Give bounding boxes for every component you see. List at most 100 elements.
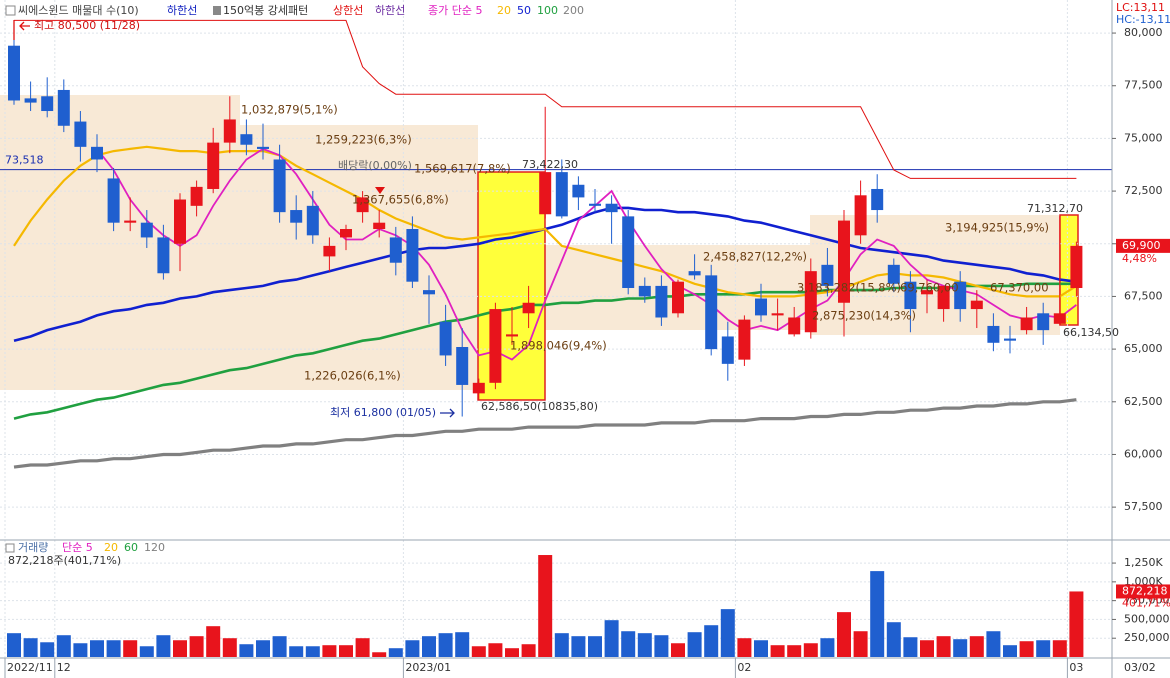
- volume-bar: [837, 612, 851, 657]
- volume-bar: [23, 638, 38, 657]
- low-marker: [440, 408, 455, 418]
- candle-body: [555, 172, 568, 217]
- current-date: 03/02: [1124, 661, 1156, 674]
- legend-entry: 단순 5: [62, 541, 93, 554]
- volume-bar: [1036, 640, 1051, 657]
- candle-body: [489, 309, 502, 383]
- reference-label: 73,518: [5, 154, 44, 167]
- annotation: 1,367,655(6,8%): [352, 193, 449, 207]
- candle-body: [356, 197, 369, 213]
- annotation: 1,898,046(9,4%): [510, 339, 607, 353]
- annotation: 71,312,70: [1027, 202, 1083, 215]
- candle-body: [605, 203, 618, 213]
- volume-bar: [173, 640, 187, 657]
- candle-body: [140, 222, 153, 238]
- candle-body: [207, 142, 220, 189]
- candle-body: [24, 98, 37, 103]
- legend-entry: 200: [563, 4, 584, 17]
- x-tick-label: 2022/11: [7, 661, 53, 674]
- indicator-line: [13, 398, 1077, 469]
- y-tick-label: 75,000: [1124, 131, 1163, 144]
- indicator-line: [96, 147, 1077, 361]
- candle-body: [838, 220, 850, 303]
- indicator-line: [13, 282, 1077, 420]
- price-badge: [1116, 238, 1170, 253]
- candle-body: [954, 281, 967, 310]
- volume-bar: [936, 636, 951, 657]
- legend-entry: 50: [517, 4, 531, 17]
- pattern-highlight: [477, 171, 546, 401]
- volume-bar: [405, 640, 420, 657]
- candle-body: [107, 178, 120, 223]
- background-zones: [0, 95, 1079, 401]
- annotation: 69,760,00: [900, 281, 959, 295]
- annotation: 1,569,617(7,8%): [414, 162, 511, 176]
- volume-bar: [787, 645, 802, 657]
- candle-body: [273, 159, 286, 213]
- annotation: 최저 61,800 (01/05): [330, 406, 436, 419]
- annotation: 3,183,282(15,8%): [797, 281, 901, 295]
- legend-icon: [5, 543, 15, 553]
- candle-body: [638, 285, 651, 297]
- y-tick-label: 65,000: [1124, 342, 1163, 355]
- candle-body: [738, 319, 751, 360]
- y-tick-label: 72,500: [1124, 184, 1163, 197]
- volume-bar: [521, 644, 536, 657]
- legend-entry: 거래량: [18, 541, 48, 554]
- candle-body: [439, 321, 452, 356]
- volume-bar: [770, 645, 785, 657]
- annotation: 73,422,30: [522, 158, 578, 171]
- candle-body: [522, 302, 535, 314]
- volume-bar: [305, 646, 320, 657]
- candle-body: [721, 336, 734, 364]
- volume-bar: [289, 646, 304, 657]
- volume-bar: [272, 636, 287, 657]
- indicator-line: [14, 19, 1077, 179]
- volume-bar: [604, 620, 619, 657]
- candle-body: [987, 325, 1000, 343]
- candle-body: [887, 264, 900, 284]
- volume-bar: [704, 625, 719, 657]
- candle-body: [804, 271, 817, 333]
- volume-bar: [505, 648, 519, 657]
- volume-bar: [388, 648, 403, 657]
- candle-body: [306, 205, 319, 236]
- candle-body: [788, 317, 801, 335]
- legend-entry: 하한선: [167, 3, 197, 17]
- volume-bar: [737, 638, 752, 657]
- candle-body: [323, 245, 336, 257]
- volume-bar: [256, 640, 270, 657]
- candle-body: [589, 203, 601, 206]
- candle-body: [688, 271, 701, 276]
- annotation: 배당락(0,00%): [338, 159, 412, 172]
- volume-bar: [969, 636, 984, 657]
- annotation: 2,875,230(14,3%): [812, 309, 916, 323]
- volume-bar: [372, 652, 387, 657]
- volume-bar: [73, 643, 88, 657]
- volume-bar: [853, 631, 868, 657]
- y-tick-label: 60,000: [1124, 447, 1163, 460]
- candle-body: [174, 199, 186, 244]
- candle-body: [970, 300, 983, 310]
- price-plot: [0, 19, 1112, 469]
- candle-body: [937, 285, 950, 310]
- y-tick-label: 57,500: [1124, 500, 1163, 513]
- volume-profile-zone: [0, 95, 240, 390]
- candle-body: [854, 195, 867, 236]
- candle-body: [705, 275, 718, 350]
- candle-body: [223, 119, 236, 143]
- volume-bar: [438, 633, 453, 657]
- volume-bar: [422, 636, 436, 657]
- current-volume: 872,218: [1122, 584, 1168, 597]
- volume-bar: [139, 646, 154, 657]
- legend-entry: 상한선: [333, 4, 363, 17]
- legend-entry: 하한선: [375, 3, 405, 17]
- volume-bar: [106, 640, 121, 657]
- annotation: 3,194,925(15,9%): [945, 221, 1049, 235]
- annotation: 1,226,026(6,1%): [304, 369, 401, 383]
- volume-bar: [621, 631, 636, 657]
- candle-body: [124, 220, 137, 223]
- candle-body: [1020, 317, 1033, 331]
- y-tick-label: 500,000: [1124, 612, 1170, 625]
